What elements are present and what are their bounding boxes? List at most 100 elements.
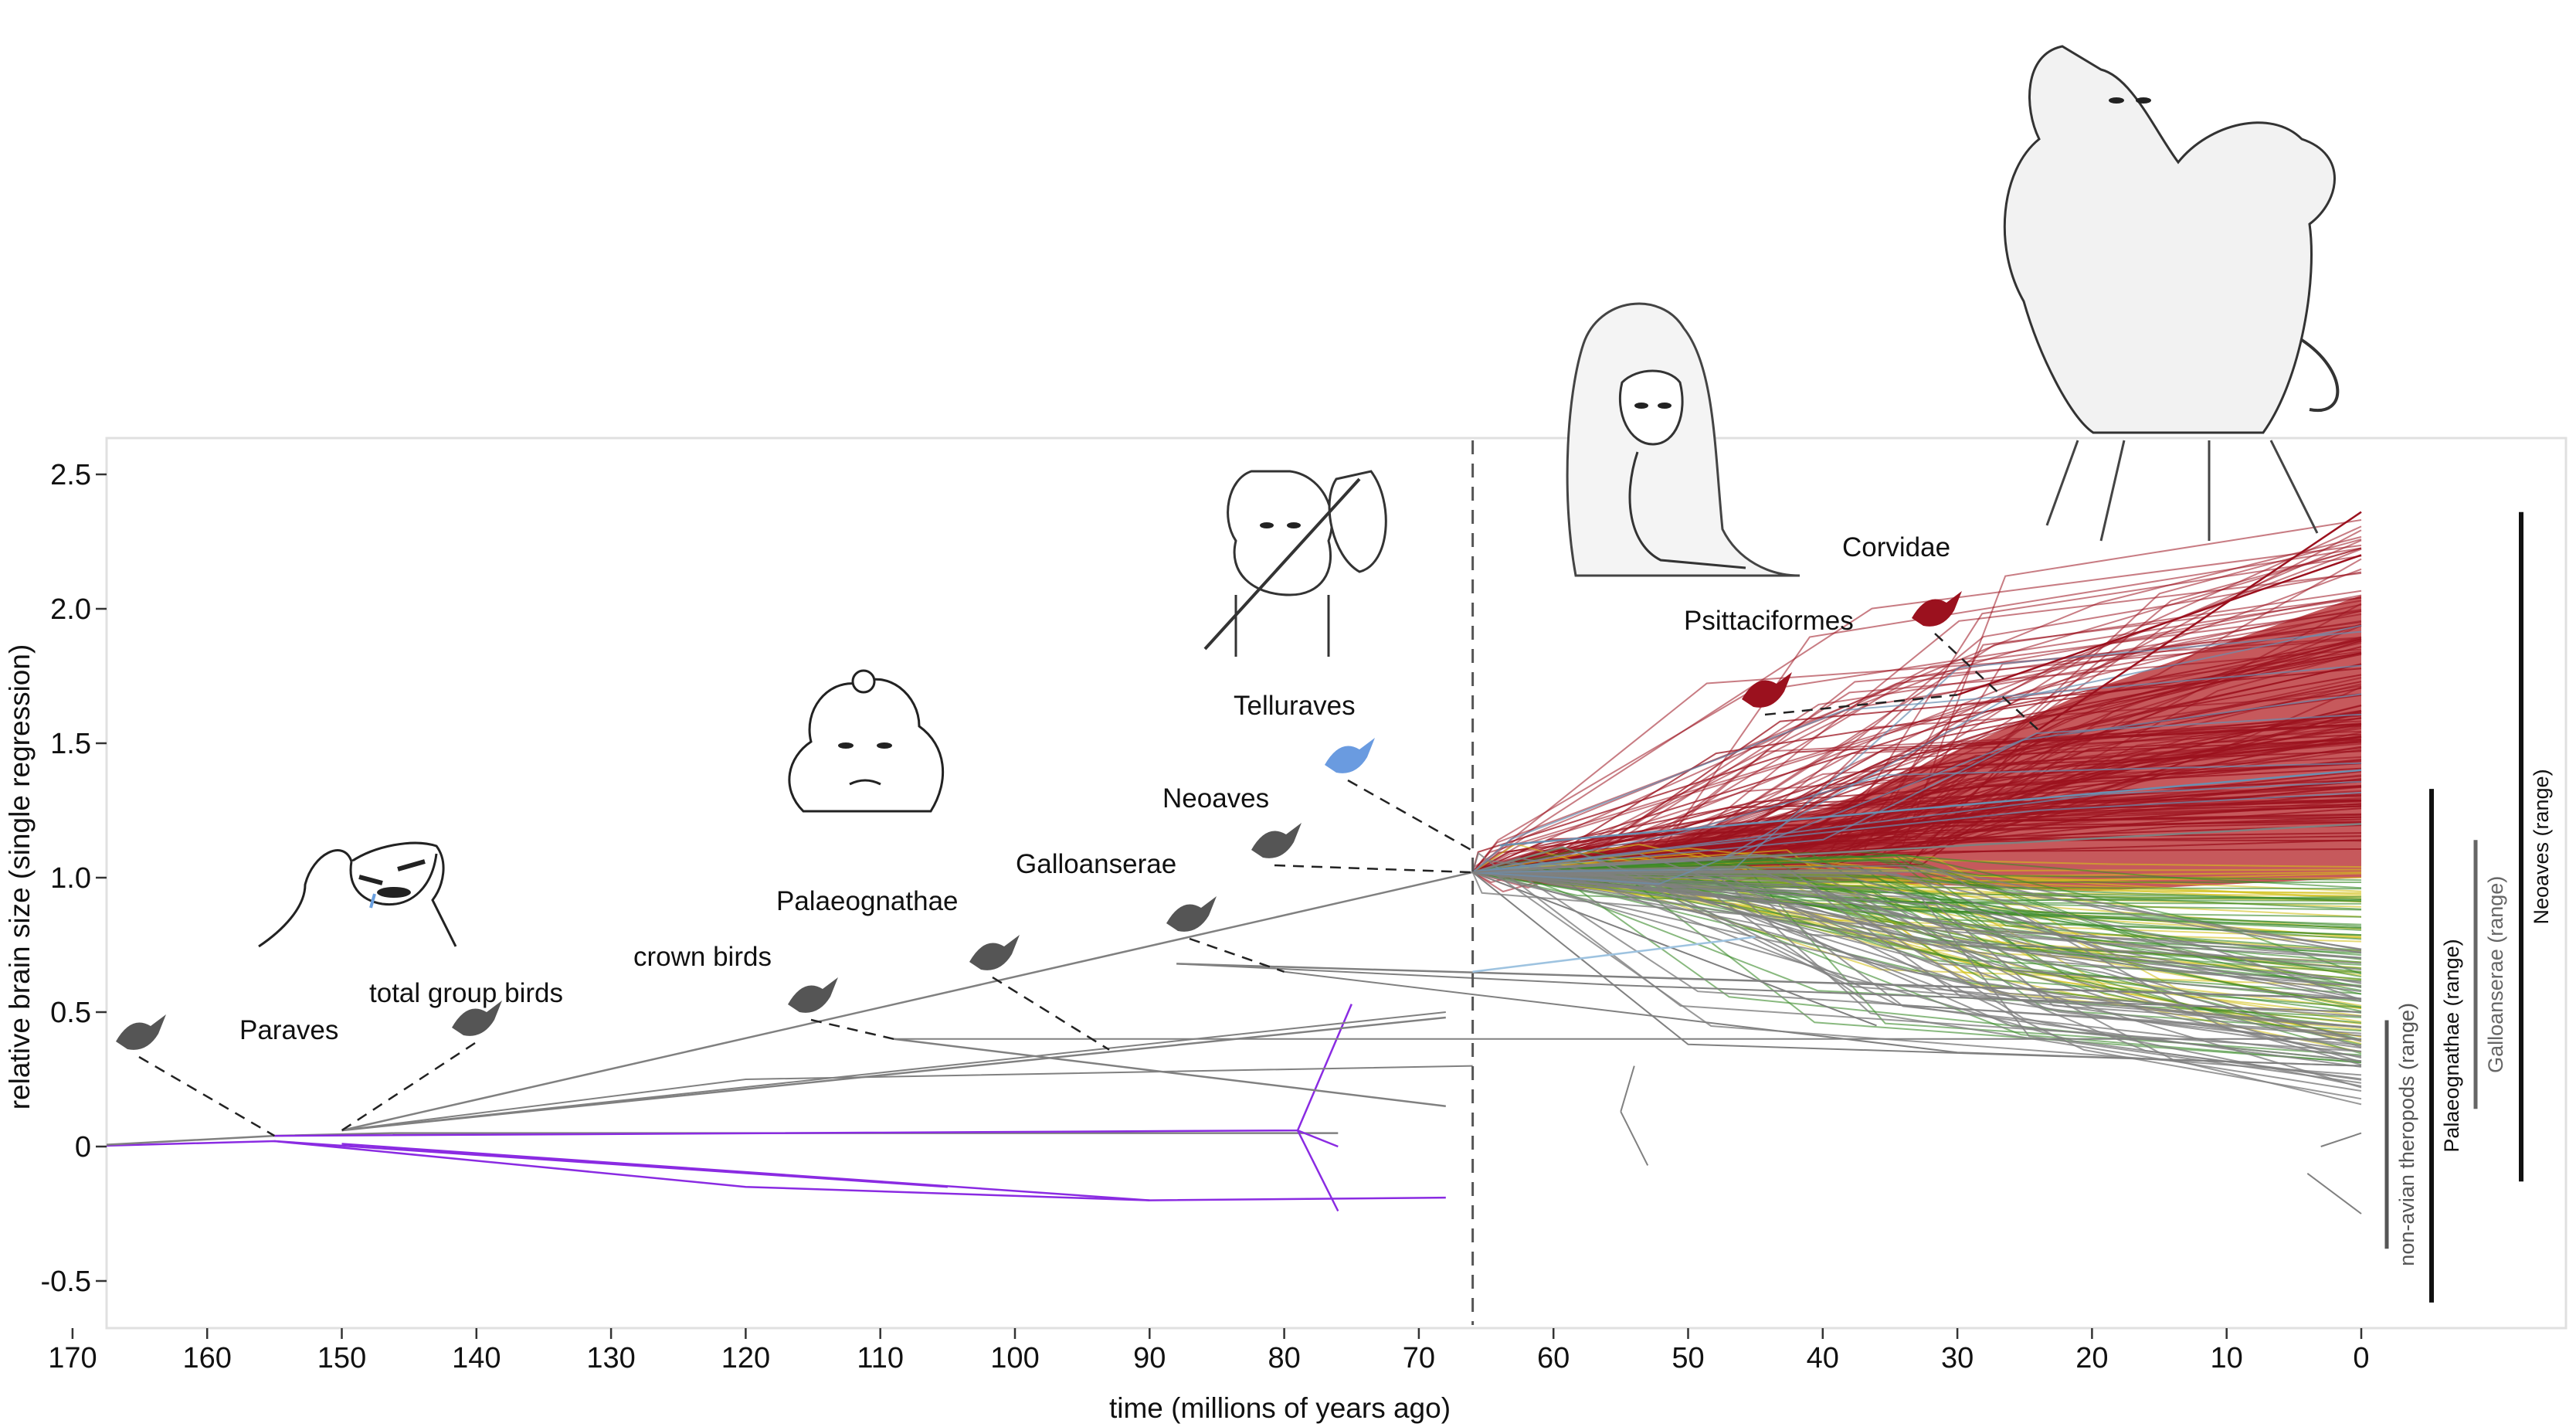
- clade-leader-line: [1274, 864, 1473, 874]
- fan-lineage: [1472, 854, 2362, 951]
- x-tick-label: 160: [182, 1342, 231, 1374]
- clade-leader-line: [810, 1018, 894, 1041]
- fan-lineage: [1472, 713, 2362, 873]
- x-tick-label: 90: [1133, 1342, 1166, 1374]
- fan-lineage: [1471, 664, 2362, 873]
- clade-label: Neoaves: [1162, 783, 1269, 814]
- clade-silhouette-icon: [788, 977, 838, 1013]
- x-tick-label: 120: [721, 1342, 770, 1374]
- dinosaur-branch: [341, 1143, 1150, 1201]
- fan-lineage: [1472, 870, 2362, 1087]
- x-tick-label: 10: [2211, 1342, 2243, 1374]
- clade-leader-line: [1347, 779, 1474, 852]
- fan-lineage: [1472, 821, 2362, 873]
- stem-branch: [1472, 871, 1877, 1027]
- x-tick-label: 170: [48, 1342, 97, 1374]
- x-tick-label: 100: [990, 1342, 1039, 1374]
- x-tick-label: 80: [1268, 1342, 1300, 1374]
- x-tick-label: 30: [1941, 1342, 1974, 1374]
- clade-label: Palaeognathae: [776, 886, 959, 916]
- clade-leader-line: [138, 1055, 275, 1137]
- fan-lineage: [1472, 871, 2362, 984]
- fan-lineage: [1472, 871, 2362, 1063]
- series-line: [2038, 511, 2362, 731]
- clade-label: Galloanserae: [1016, 849, 1176, 879]
- x-tick-label: 40: [1807, 1342, 1839, 1374]
- lightblue-branch: [1472, 936, 1756, 973]
- x-tick-label: 130: [586, 1342, 635, 1374]
- dinosaur-branch: [1296, 1130, 1339, 1212]
- y-tick-label: 0.5: [50, 997, 91, 1029]
- fan-lineage: [1472, 693, 2362, 885]
- fan-lineage: [1472, 871, 2362, 970]
- series-line: [107, 1140, 1446, 1201]
- x-axis-label: time (millions of years ago): [1109, 1392, 1451, 1424]
- y-tick-label: 1.5: [50, 728, 91, 760]
- series-line: [1472, 823, 2362, 874]
- fan-lineage: [1472, 723, 2362, 873]
- traveler-wojak-illustration: [1203, 470, 1387, 657]
- dinosaur-branch: [1297, 1129, 1339, 1148]
- clade-label: Telluraves: [1234, 691, 1356, 721]
- range-label: Neoaves (range): [2530, 769, 2553, 924]
- y-tick-label: 0: [75, 1131, 91, 1164]
- fan-lineage: [1472, 871, 2362, 953]
- y-tick-label: 1.0: [50, 862, 91, 895]
- clade-silhouette-icon: [969, 935, 1020, 970]
- axes: 170 160 150 140 130 120 110 100 90 80 70 60 50 40 30 20…: [41, 459, 2370, 1374]
- fan-lineage: [1471, 871, 2362, 960]
- y-tick-label: 2.0: [50, 593, 91, 626]
- stem-branch: [341, 1065, 1473, 1132]
- series-line: [893, 1038, 1446, 1108]
- range-label: non-avian theropods (range): [2395, 1003, 2418, 1266]
- x-tick-label: 140: [452, 1342, 501, 1374]
- phylogeny-tree: [107, 511, 2362, 1215]
- stem-branch: [1471, 871, 2362, 1067]
- clade-silhouette-icon: [452, 1001, 502, 1036]
- clade-silhouette-icon: [1325, 738, 1375, 773]
- stem-branch: [341, 1011, 1446, 1132]
- x-tick-label: 0: [2353, 1342, 2369, 1374]
- y-tick-label: -0.5: [41, 1266, 91, 1298]
- clade-label: Paraves: [239, 1015, 338, 1045]
- fan-lineage: [1472, 865, 2362, 954]
- fan-lineage: [1472, 871, 2362, 1062]
- series-line: [1499, 769, 2362, 847]
- galaxy-brain-elephant-wojak-illustration: [2003, 45, 2340, 542]
- fan-lineage: [1472, 860, 2362, 1041]
- x-tick-label: 50: [1672, 1342, 1704, 1374]
- fan-lineage: [1472, 871, 2362, 1018]
- range-label: Galloanserae (range): [2484, 876, 2507, 1073]
- clade-silhouette-icon: [1251, 823, 1302, 858]
- big-brain-wojak-illustration: [1566, 302, 1800, 577]
- fan-lineage: [1472, 871, 2362, 1058]
- stem-branch: [2306, 1172, 2362, 1215]
- crying-wojak-illustration: [258, 841, 457, 948]
- clade-label: total group birds: [369, 978, 563, 1008]
- fan-lineage: [1472, 762, 2362, 873]
- clade-silhouette-icon: [1912, 591, 1962, 627]
- x-tick-label: 110: [857, 1342, 904, 1374]
- series-line: [1176, 963, 2362, 1000]
- y-tick-label: 2.5: [50, 459, 91, 491]
- stem-branch: [1620, 1111, 1649, 1166]
- series-line: [1957, 554, 2362, 696]
- stem-branch: [1620, 1065, 1635, 1113]
- range-label: Palaeognathae (range): [2440, 939, 2463, 1152]
- clade-leader-line: [1934, 633, 2039, 731]
- clade-leader-line: [992, 976, 1110, 1051]
- x-tick-label: 70: [1403, 1342, 1435, 1374]
- x-tick-label: 60: [1537, 1342, 1570, 1374]
- stem-branch: [2320, 1132, 2362, 1147]
- clade-leader-line: [341, 1041, 476, 1132]
- clade-leader-line: [1189, 937, 1285, 973]
- y-axis-label: relative brain size (single regression): [4, 644, 36, 1110]
- clade-leader-line: [1764, 694, 1958, 716]
- doomer-wojak-illustration: [788, 669, 945, 813]
- clade-annotations: Paraves total group birds crown birdsPalae…: [116, 532, 2039, 1137]
- clade-label: crown birds: [633, 942, 772, 972]
- series-line: [341, 1016, 1446, 1132]
- fan-lineage: [1472, 846, 2362, 1049]
- clade-silhouette-icon: [1742, 672, 1792, 708]
